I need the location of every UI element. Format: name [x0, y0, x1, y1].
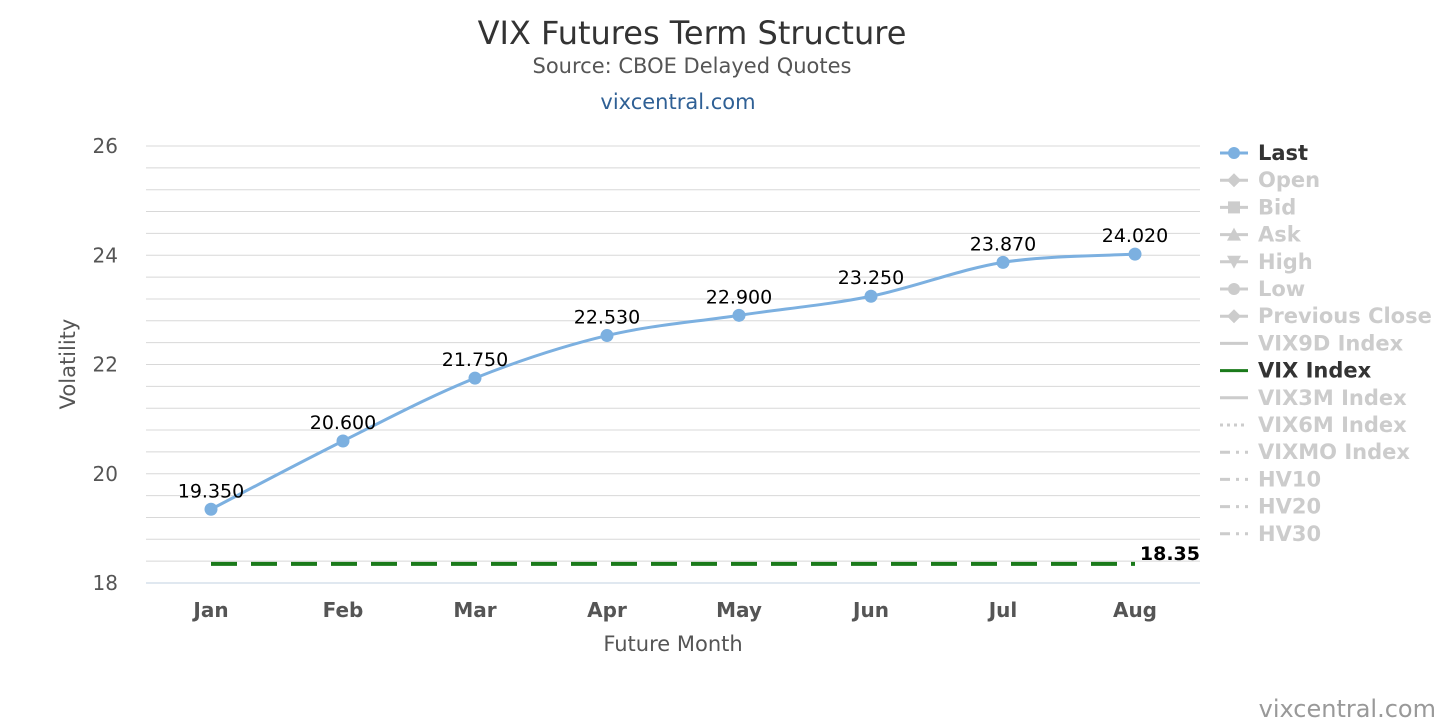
- last-data-label: 23.250: [838, 267, 904, 289]
- legend-circle-icon: [1228, 147, 1240, 159]
- x-tick-label: Aug: [1113, 598, 1157, 622]
- y-tick-label: 18: [93, 571, 118, 595]
- legend-item-hv10[interactable]: HV10: [1220, 467, 1321, 491]
- last-point-may[interactable]: [732, 308, 746, 322]
- last-data-label: 20.600: [310, 412, 376, 434]
- x-tick-label: Mar: [453, 598, 496, 622]
- last-data-label: 22.900: [706, 286, 772, 308]
- last-point-mar[interactable]: [468, 371, 482, 385]
- x-tick-label: Jul: [987, 598, 1018, 622]
- chart-subtitle: Source: CBOE Delayed Quotes: [533, 54, 852, 78]
- legend-item-hv30[interactable]: HV30: [1220, 522, 1321, 546]
- y-axis-title: Volatility: [56, 319, 80, 410]
- grid-lines: [146, 145, 1200, 584]
- x-tick-label: May: [716, 598, 762, 622]
- x-tick-label: Jun: [851, 598, 889, 622]
- last-data-label: 21.750: [442, 349, 508, 371]
- legend-label: VIXMO Index: [1258, 440, 1410, 464]
- y-tick-label: 22: [93, 353, 118, 377]
- legend-item-vixmo-index[interactable]: VIXMO Index: [1220, 440, 1410, 464]
- last-series-line: [210, 252, 1136, 511]
- x-axis-title: Future Month: [603, 632, 742, 656]
- last-data-label: 24.020: [1102, 225, 1168, 247]
- last-point-jul[interactable]: [996, 255, 1010, 269]
- legend-item-last[interactable]: Last: [1220, 141, 1308, 165]
- last-point-jan[interactable]: [204, 502, 218, 516]
- last-data-label: 22.530: [574, 307, 640, 329]
- legend-label: Low: [1258, 277, 1305, 301]
- legend-label: High: [1258, 250, 1313, 274]
- legend-label: Bid: [1258, 195, 1296, 219]
- legend-item-bid[interactable]: Bid: [1220, 195, 1296, 219]
- x-tick-label: Jan: [191, 598, 228, 622]
- legend-diamond-icon: [1227, 173, 1241, 188]
- last-point-feb[interactable]: [336, 434, 350, 448]
- legend-item-vix9d-index[interactable]: VIX9D Index: [1220, 331, 1404, 355]
- y-axis-ticks: 18 20 22 24 26: [93, 134, 118, 595]
- legend-label: Ask: [1258, 223, 1302, 247]
- y-tick-label: 20: [93, 462, 118, 486]
- legend-diamond-icon: [1227, 309, 1241, 324]
- legend-item-low[interactable]: Low: [1220, 277, 1305, 301]
- legend-item-previous-close[interactable]: Previous Close: [1220, 304, 1432, 328]
- legend-item-ask[interactable]: Ask: [1220, 223, 1302, 247]
- last-data-label: 23.870: [970, 233, 1036, 255]
- last-data-label: 19.350: [178, 480, 244, 502]
- legend-label: HV10: [1258, 467, 1321, 491]
- legend: Last Open Bid Ask High Low Previous Close VIX9D…: [1220, 141, 1432, 546]
- legend-square-icon: [1228, 201, 1240, 214]
- credit-text: vixcentral.com: [1259, 695, 1436, 723]
- y-tick-label: 26: [93, 134, 118, 158]
- vix-index-data-label: 18.35: [1140, 543, 1200, 565]
- legend-label: HV20: [1258, 495, 1321, 519]
- legend-label: VIX6M Index: [1258, 413, 1407, 437]
- last-point-apr[interactable]: [600, 329, 614, 343]
- legend-label: HV30: [1258, 522, 1321, 546]
- legend-triangle-icon: [1227, 227, 1241, 241]
- legend-item-high[interactable]: High: [1220, 250, 1313, 274]
- chart-title: VIX Futures Term Structure: [478, 14, 907, 52]
- legend-label: Last: [1258, 141, 1308, 165]
- plot-series: 18.35 19.350 20.600 21.750 22.530 22.900 23.25…: [178, 225, 1200, 566]
- legend-item-vix-index[interactable]: VIX Index: [1220, 359, 1372, 383]
- x-tick-label: Feb: [323, 598, 364, 622]
- x-axis-ticks: Jan Feb Mar Apr May Jun Jul Aug: [191, 598, 1157, 622]
- x-tick-label: Apr: [587, 598, 627, 622]
- legend-label: VIX Index: [1258, 359, 1372, 383]
- legend-item-vix6m-index[interactable]: VIX6M Index: [1220, 413, 1407, 437]
- legend-triangle-down-icon: [1227, 255, 1241, 269]
- legend-item-hv20[interactable]: HV20: [1220, 495, 1321, 519]
- site-link[interactable]: vixcentral.com: [600, 90, 755, 114]
- legend-label: VIX3M Index: [1258, 386, 1407, 410]
- legend-label: Previous Close: [1258, 304, 1432, 328]
- legend-item-open[interactable]: Open: [1220, 168, 1320, 192]
- legend-label: Open: [1258, 168, 1320, 192]
- last-point-aug[interactable]: [1128, 247, 1142, 261]
- y-tick-label: 24: [93, 243, 118, 267]
- last-point-jun[interactable]: [864, 289, 878, 303]
- legend-circle-icon: [1228, 283, 1240, 295]
- legend-label: VIX9D Index: [1258, 331, 1404, 355]
- legend-item-vix3m-index[interactable]: VIX3M Index: [1220, 386, 1407, 410]
